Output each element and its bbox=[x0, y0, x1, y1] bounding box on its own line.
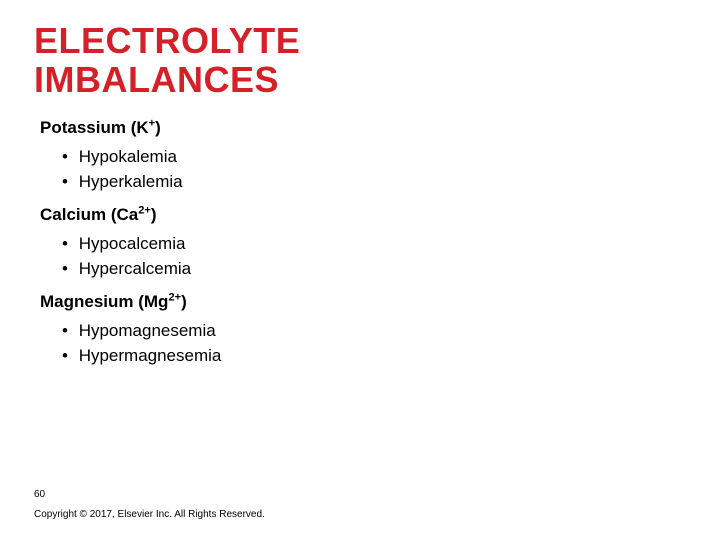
section-heading-magnesium: Magnesium (Mg2+) bbox=[40, 292, 686, 312]
bullet-list: Hypomagnesemia Hypermagnesemia bbox=[62, 318, 686, 369]
copyright-text: Copyright © 2017, Elsevier Inc. All Righ… bbox=[34, 509, 265, 520]
list-item: Hypomagnesemia bbox=[62, 318, 686, 344]
page-number: 60 bbox=[34, 489, 45, 500]
list-item: Hyperkalemia bbox=[62, 169, 686, 195]
slide: ELECTROLYTE IMBALANCES Potassium (K+) Hy… bbox=[0, 0, 720, 540]
bullet-list: Hypokalemia Hyperkalemia bbox=[62, 144, 686, 195]
bullet-list: Hypocalcemia Hypercalcemia bbox=[62, 231, 686, 282]
section-heading-calcium: Calcium (Ca2+) bbox=[40, 205, 686, 225]
list-item: Hypokalemia bbox=[62, 144, 686, 170]
title-line-1: ELECTROLYTE bbox=[34, 20, 300, 61]
section-heading-potassium: Potassium (K+) bbox=[40, 118, 686, 138]
list-item: Hypocalcemia bbox=[62, 231, 686, 257]
title-line-2: IMBALANCES bbox=[34, 59, 279, 100]
list-item: Hypermagnesemia bbox=[62, 343, 686, 369]
list-item: Hypercalcemia bbox=[62, 256, 686, 282]
slide-title: ELECTROLYTE IMBALANCES bbox=[34, 22, 686, 100]
